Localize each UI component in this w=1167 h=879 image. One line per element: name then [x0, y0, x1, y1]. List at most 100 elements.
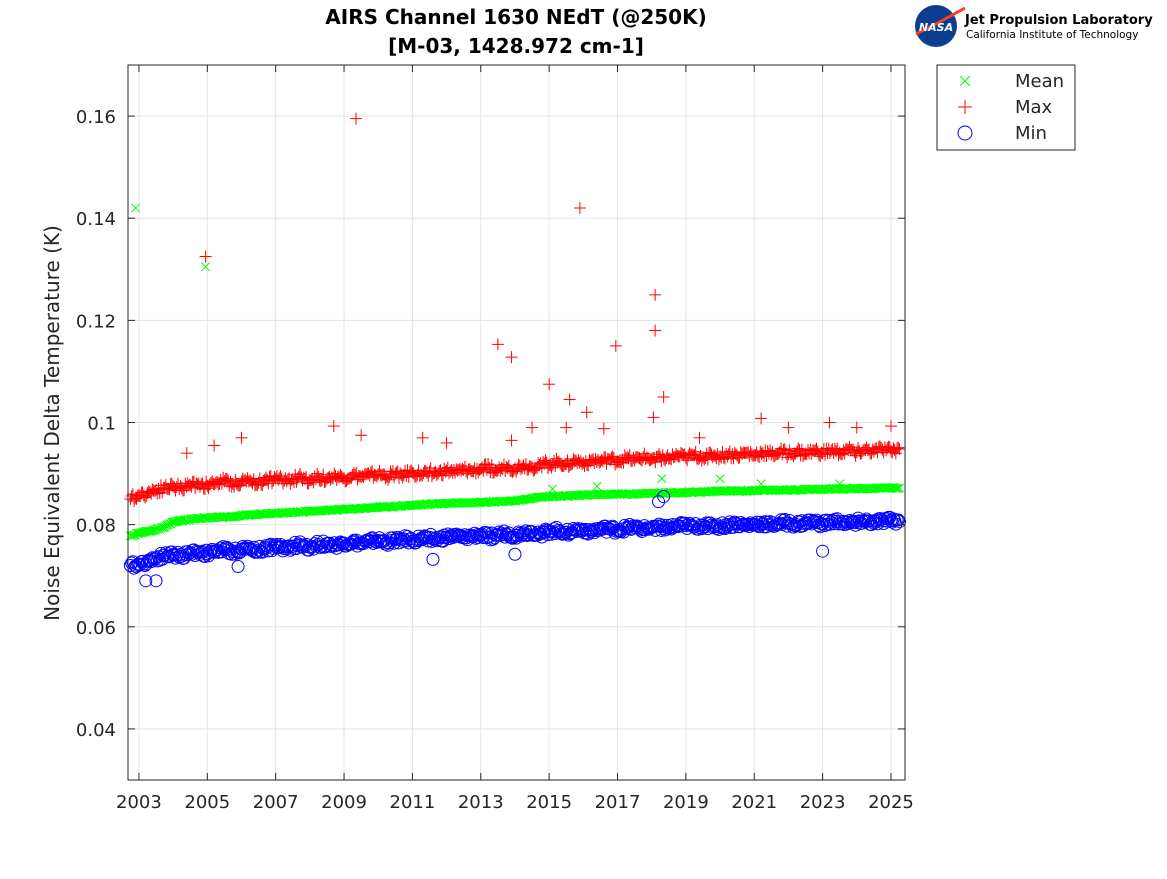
point-max: [745, 448, 758, 461]
outlier-max: [649, 324, 662, 337]
outlier-max: [782, 421, 795, 434]
outlier-mean: [201, 262, 211, 272]
outlier-mean: [756, 479, 766, 489]
svg-text:NASA: NASA: [919, 21, 953, 34]
data-points: [123, 112, 907, 588]
outlier-max: [355, 429, 368, 442]
outlier-max: [505, 434, 518, 447]
legend: Mean Max Min: [936, 64, 1076, 151]
x-tick-label: 2005: [184, 792, 230, 813]
point-max: [893, 443, 906, 456]
outlier-max: [573, 202, 586, 214]
chart-title-line2: [M-03, 1428.972 cm-1]: [388, 34, 644, 58]
outlier-max: [327, 420, 340, 433]
x-tick-label: 2015: [526, 792, 572, 813]
legend-marker-max: [958, 100, 972, 114]
y-tick-label: 0.14: [76, 209, 116, 230]
point-max: [644, 453, 657, 466]
point-max: [128, 495, 141, 508]
x-tick-label: 2025: [868, 792, 914, 813]
outlier-max: [647, 411, 660, 424]
series-mean: [125, 203, 905, 541]
outlier-max: [350, 112, 363, 125]
point-max: [891, 442, 904, 455]
outlier-mean: [835, 479, 845, 489]
point-max: [173, 482, 186, 495]
point-max: [876, 443, 889, 456]
outlier-max: [597, 422, 610, 435]
outlier-max: [884, 420, 897, 433]
point-max: [888, 443, 901, 456]
x-tick-label: 2019: [663, 792, 709, 813]
outlier-min: [816, 544, 830, 558]
outlier-max: [208, 439, 221, 452]
legend-label: Min: [1015, 123, 1047, 144]
jpl-logo: NASA Jet Propulsion Laboratory Californi…: [915, 5, 1153, 47]
point-max: [311, 467, 324, 480]
point-max: [245, 475, 258, 488]
point-min: [307, 542, 321, 556]
x-tick-label: 2003: [116, 792, 162, 813]
y-tick-label: 0.1: [87, 414, 116, 435]
outlier-mean: [715, 474, 725, 484]
point-min: [585, 524, 599, 538]
point-mean: [894, 483, 905, 493]
point-max: [593, 456, 606, 469]
outlier-max: [560, 421, 573, 434]
point-max: [241, 472, 254, 485]
y-tick-label: 0.06: [76, 618, 116, 639]
point-max: [892, 441, 905, 454]
point-min: [891, 513, 905, 527]
logo-sub: California Institute of Technology: [966, 29, 1138, 41]
point-max: [280, 475, 293, 488]
point-max: [645, 453, 658, 466]
point-min: [663, 521, 677, 535]
outlier-min: [149, 574, 163, 588]
point-min: [200, 547, 214, 561]
x-tick-label: 2021: [731, 792, 777, 813]
point-max: [649, 456, 662, 469]
legend-label: Mean: [1015, 71, 1064, 92]
point-max: [230, 477, 243, 490]
point-max: [578, 459, 591, 472]
x-tick-label: 2023: [800, 792, 846, 813]
chart-title-line1: AIRS Channel 1630 NEdT (@250K): [325, 5, 706, 29]
y-tick-label: 0.16: [76, 107, 116, 128]
x-tick-label: 2009: [321, 792, 367, 813]
outlier-min: [426, 552, 440, 566]
legend-item-min: Min: [957, 123, 1047, 144]
point-max: [811, 445, 824, 458]
x-tick-label: 2007: [253, 792, 299, 813]
point-max: [193, 480, 206, 493]
outlier-max: [180, 447, 193, 460]
point-min: [253, 539, 267, 553]
point-max: [432, 467, 445, 480]
point-mean: [891, 483, 901, 494]
point-max: [228, 480, 241, 493]
point-max: [849, 449, 862, 462]
point-max: [206, 475, 219, 488]
point-max: [528, 463, 541, 476]
legend-item-max: Max: [958, 97, 1053, 118]
outlier-max: [755, 412, 768, 425]
outlier-max: [657, 390, 670, 403]
point-mean: [146, 526, 156, 536]
point-max: [792, 442, 805, 455]
point-max: [268, 471, 281, 484]
outlier-max: [440, 436, 453, 449]
legend-marker-mean: [959, 75, 971, 87]
outlier-max: [850, 421, 863, 434]
point-min: [390, 532, 404, 546]
x-tick-label: 2011: [390, 792, 436, 813]
y-axis-label: Noise Equivalent Delta Temperature (K): [40, 225, 64, 621]
point-min: [215, 545, 229, 559]
point-min: [691, 522, 705, 536]
outlier-max: [580, 406, 593, 419]
outlier-min: [508, 547, 522, 561]
y-tick-label: 0.12: [76, 311, 116, 332]
point-max: [477, 464, 490, 477]
legend-label: Max: [1015, 97, 1053, 118]
outlier-max: [235, 431, 248, 444]
point-max: [712, 453, 725, 466]
